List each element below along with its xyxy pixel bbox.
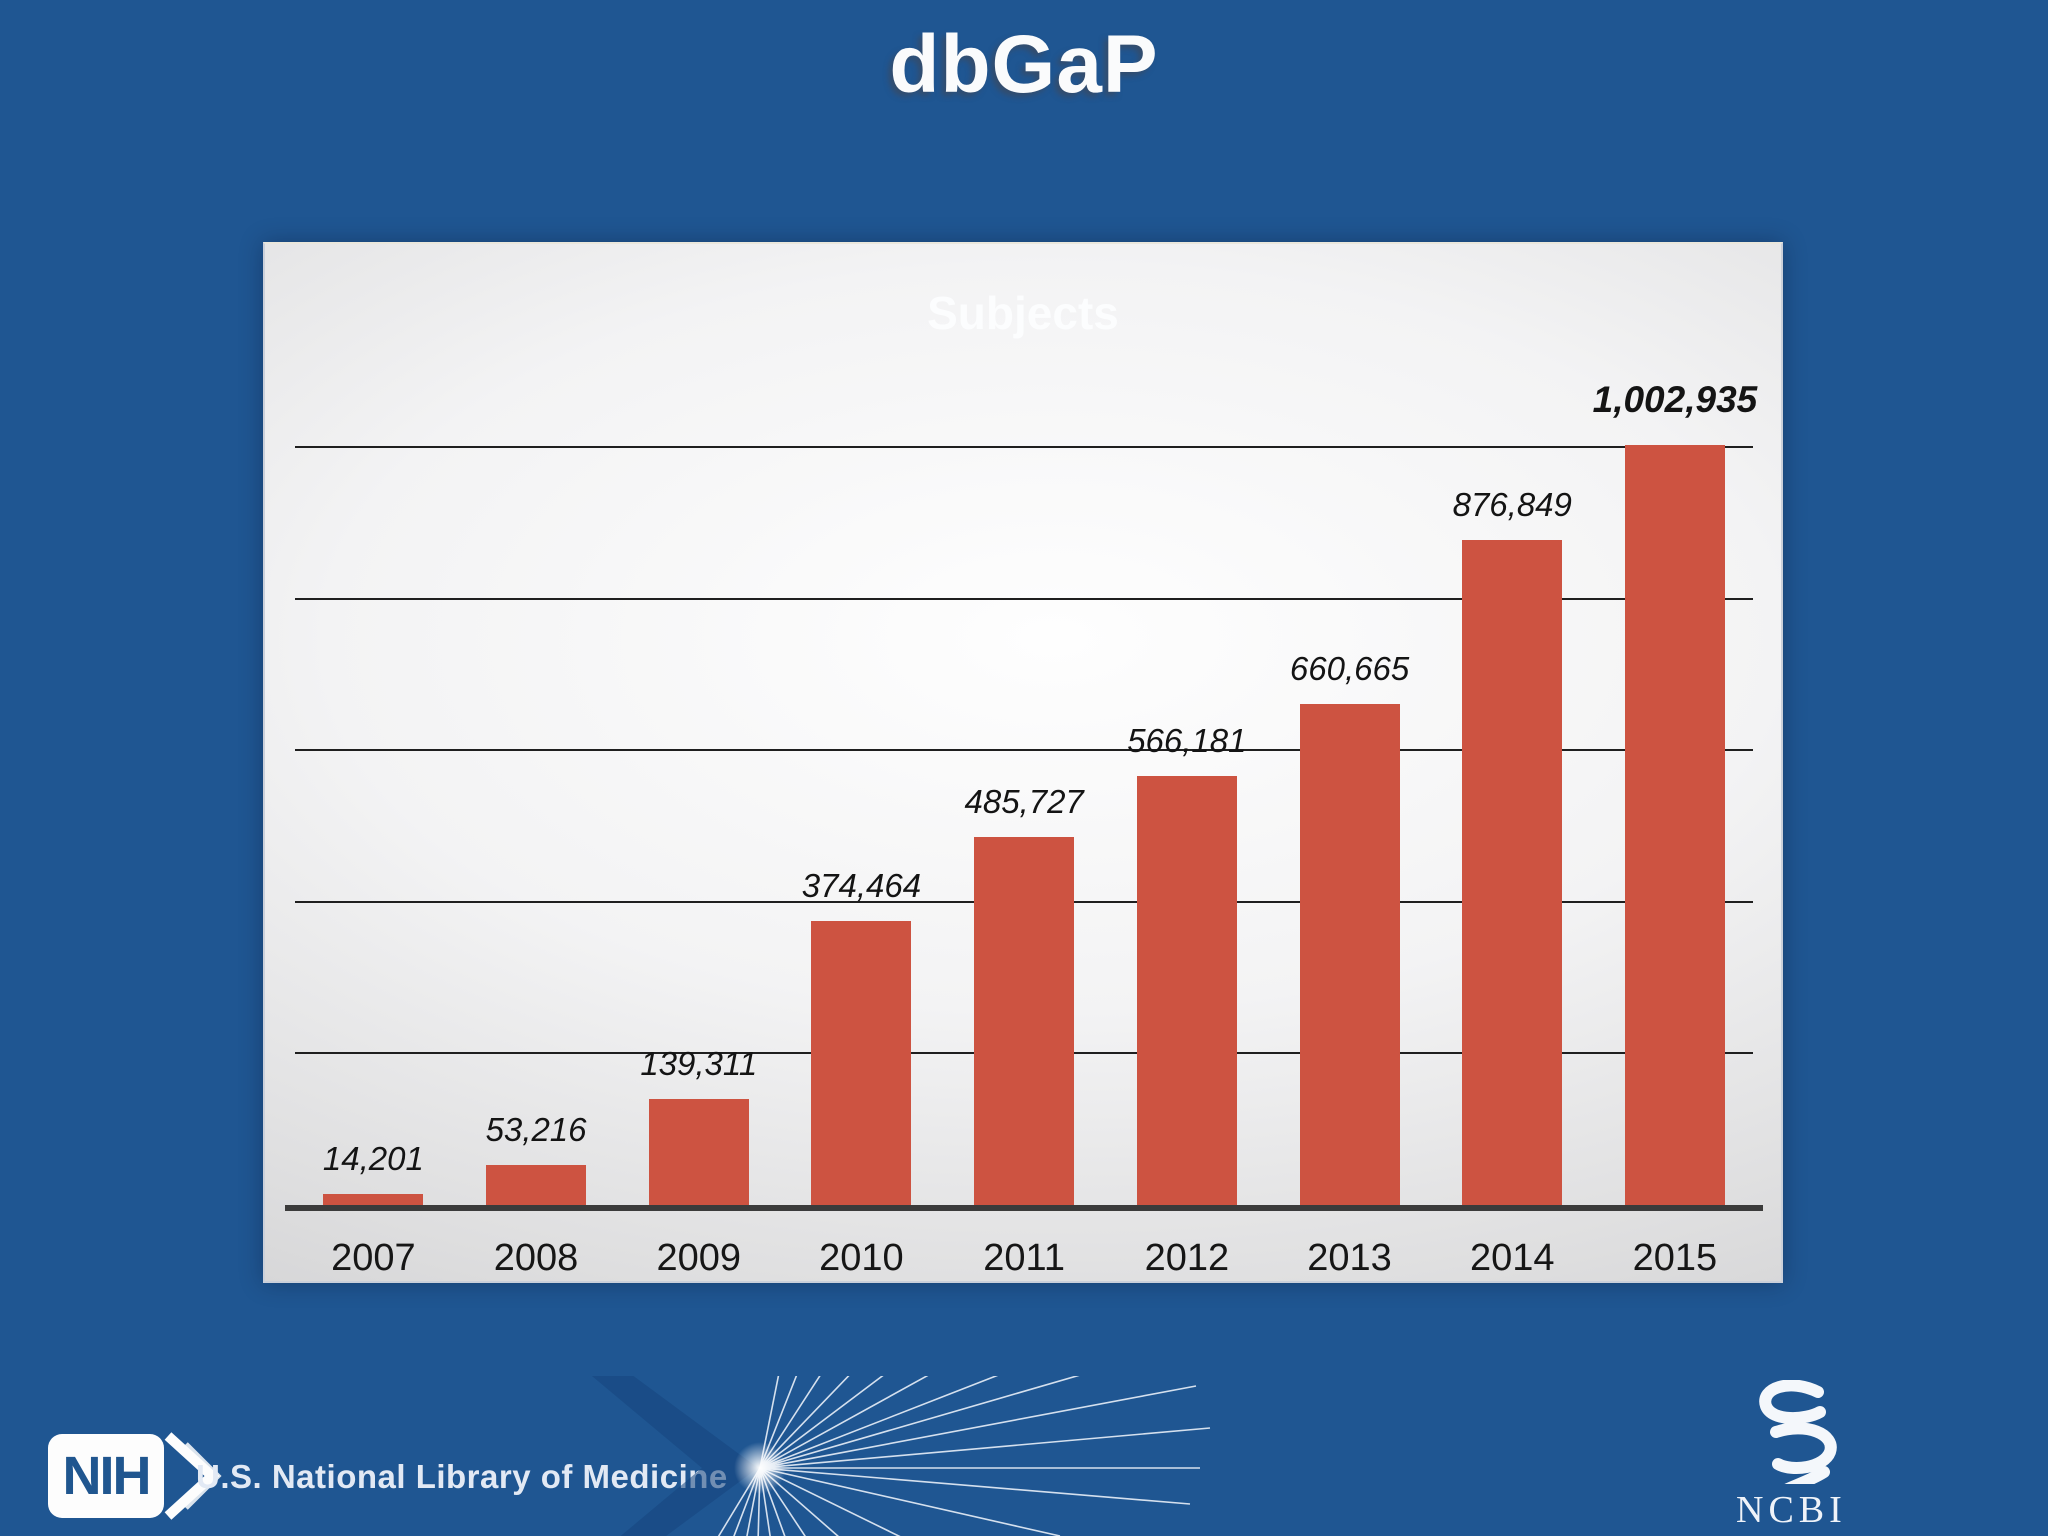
value-label-2008: 53,216 bbox=[485, 1111, 587, 1148]
value-label-2011: 485,727 bbox=[964, 783, 1084, 820]
x-tick-2008: 2008 bbox=[493, 1237, 579, 1279]
value-label-2009: 139,311 bbox=[640, 1045, 758, 1082]
value-label-2014: 876,849 bbox=[1452, 486, 1572, 523]
nih-logo-box: NIH bbox=[48, 1434, 164, 1518]
bar-2009 bbox=[648, 1099, 749, 1205]
bar-2007 bbox=[323, 1194, 424, 1205]
x-tick-2010: 2010 bbox=[819, 1237, 904, 1279]
value-label-2010: 374,464 bbox=[801, 867, 922, 904]
chart-title: Subjects bbox=[927, 287, 1119, 339]
gridline-1000000 bbox=[295, 446, 1753, 448]
bar-2011 bbox=[974, 837, 1075, 1205]
bar-2012 bbox=[1136, 776, 1237, 1205]
bar-2015 bbox=[1624, 445, 1725, 1205]
nlm-title: U.S. National Library of Medicine bbox=[196, 1458, 728, 1495]
gridline-800000 bbox=[295, 597, 1753, 600]
bar-2008 bbox=[486, 1165, 587, 1205]
value-label-2012: 566,181 bbox=[1127, 722, 1247, 759]
ncbi-helix-icon bbox=[1759, 1379, 1837, 1498]
x-tick-2014: 2014 bbox=[1469, 1237, 1555, 1279]
nih-chevron-icon bbox=[164, 1432, 222, 1520]
bar-2014 bbox=[1462, 540, 1563, 1205]
x-tick-2007: 2007 bbox=[331, 1237, 416, 1279]
ncbi-logo-text: NCBI bbox=[1736, 1489, 1847, 1531]
value-label-2015: 1,002,935 bbox=[1592, 379, 1758, 420]
starburst-graphic bbox=[591, 1376, 1211, 1536]
bar-2010 bbox=[811, 921, 912, 1205]
ncbi-logo: NCBI bbox=[1732, 1379, 1892, 1531]
slide-title: dbGaP bbox=[889, 19, 1159, 110]
x-tick-2009: 2009 bbox=[656, 1237, 742, 1279]
bar-2013 bbox=[1299, 704, 1400, 1205]
gridline-600000 bbox=[295, 749, 1753, 752]
value-label-2007: 14,201 bbox=[322, 1140, 424, 1177]
x-tick-2011: 2011 bbox=[983, 1237, 1065, 1279]
x-tick-2015: 2015 bbox=[1632, 1237, 1718, 1279]
x-axis-line bbox=[285, 1205, 1763, 1211]
value-label-2013: 660,665 bbox=[1289, 650, 1410, 687]
subjects-bar-chart: Subjects 14,201 2007 53,216 2008 139,311 2009… bbox=[263, 242, 1783, 1283]
nih-logo-text: NIH bbox=[62, 1446, 152, 1506]
x-tick-2012: 2012 bbox=[1144, 1237, 1230, 1279]
x-tick-2013: 2013 bbox=[1307, 1237, 1392, 1279]
